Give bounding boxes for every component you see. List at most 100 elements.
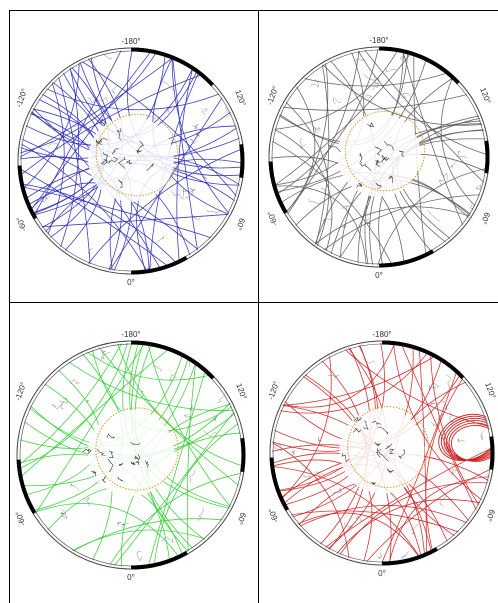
coastline: [315, 126, 320, 133]
arctic-coastline: [327, 122, 404, 189]
panel-bottom-left: -180° 0° -120° 120° -60° 60°: [9, 303, 258, 603]
ground-track: [318, 444, 492, 553]
coastline: [206, 209, 222, 213]
coastline: [375, 160, 381, 168]
coastline: [315, 471, 325, 477]
ground-track: [374, 166, 487, 265]
ground-track: [359, 464, 492, 563]
coastline: [48, 142, 58, 151]
ground-track: [274, 92, 476, 111]
border-segment: [379, 249, 434, 268]
coastline: [363, 420, 369, 430]
ground-track: [176, 60, 195, 270]
coastline: [291, 450, 296, 456]
coastline: [378, 552, 383, 559]
ground-track: [61, 356, 243, 411]
coastline: [84, 497, 91, 507]
coastline: [101, 160, 108, 165]
ground-track: [308, 206, 478, 250]
ground-track: [19, 343, 176, 483]
ground-track: [20, 164, 176, 272]
coastline: [125, 159, 133, 165]
latitude-ring: [347, 406, 429, 488]
coastline: [440, 172, 449, 181]
ground-track: [387, 476, 492, 563]
ground-track: [20, 182, 183, 269]
coastline: [141, 390, 144, 398]
coastline: [356, 182, 363, 188]
coastline: [108, 156, 118, 164]
coastline: [192, 123, 199, 130]
orbit-loop: [448, 422, 492, 462]
frame-middle: [258, 10, 259, 603]
coastline: [170, 190, 185, 200]
coastline: [51, 402, 64, 410]
arctic-coastline: [341, 416, 406, 486]
ground-track: [281, 54, 329, 222]
longitude-label-lower-right: 60°: [484, 508, 497, 522]
longitude-label-left: -120°: [265, 85, 280, 106]
coastline: [388, 175, 393, 183]
coastline: [400, 551, 410, 559]
ground-track: [39, 84, 228, 111]
ground-track: [272, 465, 424, 563]
orbit-loop: [443, 417, 492, 461]
ground-track: [65, 518, 232, 556]
ground-track: [334, 482, 492, 562]
coastline: [389, 448, 395, 454]
orbit-loop: [450, 424, 492, 462]
ground-track: [271, 185, 368, 265]
coastline: [101, 350, 111, 355]
coastline: [381, 155, 388, 162]
ground-track: [271, 136, 396, 265]
coastline: [429, 385, 437, 390]
ground-track: [73, 56, 242, 204]
coastline: [108, 450, 114, 458]
coastline: [121, 522, 129, 529]
longitude-label-lower-right: 60°: [234, 217, 247, 231]
coastline: [203, 430, 217, 437]
coastline: [364, 94, 373, 99]
coastline: [130, 461, 136, 466]
coastline: [480, 430, 484, 440]
latitude-ring: [95, 407, 179, 491]
coastline: [190, 139, 198, 145]
orbit-loop: [438, 413, 492, 461]
longitude-label-lower-left: -60°: [267, 507, 281, 524]
ground-track: [317, 58, 487, 126]
coastline: [189, 470, 195, 484]
coastline: [82, 448, 92, 455]
coastline: [307, 198, 323, 204]
coastline: [118, 179, 123, 189]
coastline: [327, 144, 341, 153]
coastline: [363, 74, 376, 81]
coastline: [309, 79, 320, 88]
coastline: [183, 414, 191, 421]
border-segment: [131, 47, 215, 87]
ground-track: [186, 354, 198, 561]
longitude-label-lower-right: 60°: [479, 211, 492, 225]
ground-track: [153, 418, 243, 567]
polar-map: -180° 0° -120° 120° -60° 60°: [265, 36, 492, 280]
coastline: [439, 496, 447, 507]
coastline: [136, 551, 143, 562]
panel-top-left: -180° 0° -120° 120° -60° 60°: [9, 10, 258, 302]
ground-track: [271, 49, 381, 199]
coastline: [359, 152, 363, 164]
coastline: [365, 218, 371, 224]
coastline: [451, 469, 458, 475]
coastline: [136, 150, 143, 154]
ground-track: [271, 49, 403, 131]
coastline: [189, 187, 196, 193]
ground-track: [64, 529, 214, 556]
coastline: [449, 411, 455, 423]
coastline: [59, 400, 64, 410]
coastline: [399, 150, 404, 158]
ground-track: [171, 50, 200, 259]
ground-track: [392, 343, 489, 506]
border-segment: [382, 547, 438, 566]
ground-track: [275, 347, 332, 505]
ground-track: [271, 49, 416, 191]
coastline: [134, 454, 141, 460]
latitude-ring: [344, 110, 426, 192]
